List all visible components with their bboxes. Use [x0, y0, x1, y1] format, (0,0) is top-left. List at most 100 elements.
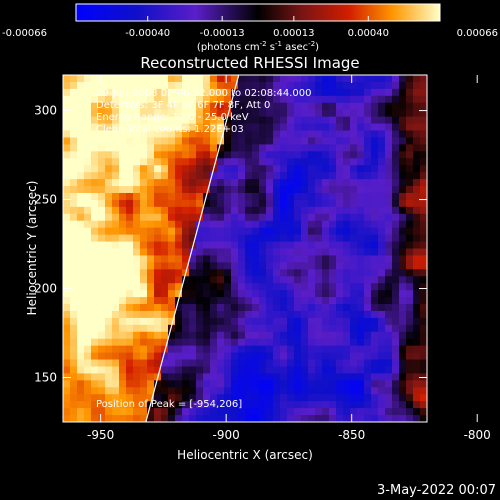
heatmap-cell [343, 387, 351, 395]
heatmap-cell [357, 359, 365, 368]
heatmap-cell [273, 88, 281, 97]
heatmap-cell [308, 262, 316, 270]
heatmap-cell [308, 290, 316, 298]
heatmap-cell [175, 123, 183, 132]
heatmap-cell [98, 109, 106, 118]
heatmap-cell [350, 116, 358, 125]
heatmap-cell [77, 75, 85, 83]
heatmap-cell [287, 290, 295, 298]
heatmap-cell [168, 234, 176, 243]
heatmap-cell [266, 241, 274, 250]
heatmap-cell [266, 123, 274, 132]
heatmap-cell [266, 415, 274, 422]
heatmap-cell [259, 109, 267, 118]
heatmap-cell [287, 95, 295, 104]
heatmap-cell [175, 269, 183, 277]
heatmap-cell [112, 304, 120, 312]
heatmap-cell [399, 116, 407, 125]
heatmap-cell [140, 373, 148, 381]
heatmap-cell [273, 276, 281, 284]
heatmap-cell [119, 186, 127, 194]
heatmap-cell [154, 248, 162, 257]
heatmap-cell [350, 310, 358, 319]
heatmap-cell [126, 130, 134, 139]
heatmap-cell [147, 95, 155, 104]
heatmap-cell [175, 213, 183, 222]
heatmap-cell [133, 255, 141, 263]
heatmap-cell [413, 130, 421, 139]
heatmap-cell [392, 102, 400, 111]
heatmap-cell [112, 241, 120, 250]
heatmap-cell [161, 137, 169, 145]
heatmap-cell [273, 151, 281, 159]
heatmap-cell [301, 394, 309, 402]
heatmap-cell [301, 130, 309, 139]
heatmap-cell [371, 192, 379, 201]
heatmap-cell [133, 102, 141, 111]
heatmap-cell [357, 116, 365, 125]
heatmap-cell [175, 304, 183, 312]
heatmap-cell [70, 380, 78, 388]
heatmap-cell [266, 283, 274, 291]
heatmap-cell [294, 144, 302, 152]
heatmap-cell [406, 88, 414, 97]
heatmap-cell [91, 165, 99, 173]
heatmap-cell [133, 95, 141, 104]
heatmap-cell [224, 109, 232, 118]
heatmap-cell [399, 234, 407, 243]
heatmap-cell [273, 102, 281, 111]
heatmap-cell [84, 269, 92, 277]
heatmap-cell [63, 109, 71, 118]
heatmap-cell [259, 394, 267, 402]
heatmap-cell [280, 283, 288, 291]
heatmap-cell [329, 206, 337, 215]
heatmap-cell [217, 408, 225, 416]
heatmap-cell [161, 102, 169, 111]
heatmap-cell [245, 116, 253, 125]
heatmap-cell [336, 130, 344, 139]
heatmap-cell [84, 102, 92, 111]
heatmap-cell [322, 269, 330, 277]
heatmap-cell [84, 172, 92, 180]
heatmap-cell [392, 137, 400, 145]
heatmap-cell [420, 401, 427, 409]
heatmap-cell [112, 262, 120, 270]
heatmap-cell [112, 290, 120, 298]
heatmap-cell [98, 151, 106, 159]
heatmap-cell [420, 276, 427, 284]
heatmap-cell [420, 359, 427, 368]
heatmap-cell [406, 137, 414, 145]
heatmap-cell [210, 248, 218, 257]
heatmap-cell [63, 394, 71, 402]
heatmap-cell [350, 283, 358, 291]
heatmap-cell [196, 359, 204, 368]
heatmap-cell [252, 95, 260, 104]
heatmap-cell [406, 116, 414, 125]
heatmap-cell [329, 116, 337, 125]
heatmap-cell [224, 255, 232, 263]
heatmap-cell [287, 338, 295, 347]
heatmap-cell [84, 359, 92, 368]
heatmap-cell [336, 324, 344, 333]
heatmap-cell [119, 359, 127, 368]
heatmap-cell [224, 401, 232, 409]
footer-date: 3-May-2022 00:07 [377, 483, 496, 498]
heatmap-cell [133, 366, 141, 375]
heatmap-cell [91, 81, 99, 90]
heatmap-cell [315, 206, 323, 215]
heatmap-cell [238, 241, 246, 250]
heatmap-cell [133, 317, 141, 326]
heatmap-cell [119, 380, 127, 388]
heatmap-cell [364, 241, 372, 250]
heatmap-cell [126, 310, 134, 319]
heatmap-cell [98, 179, 106, 187]
heatmap-cell [266, 151, 274, 159]
heatmap-cell [245, 158, 253, 166]
heatmap-cell [77, 206, 85, 215]
heatmap-cell [273, 241, 281, 250]
heatmap-cell [315, 130, 323, 139]
heatmap-cell [147, 387, 155, 395]
heatmap-cell [98, 331, 106, 340]
heatmap-cell [315, 387, 323, 395]
heatmap-cell [196, 186, 204, 194]
